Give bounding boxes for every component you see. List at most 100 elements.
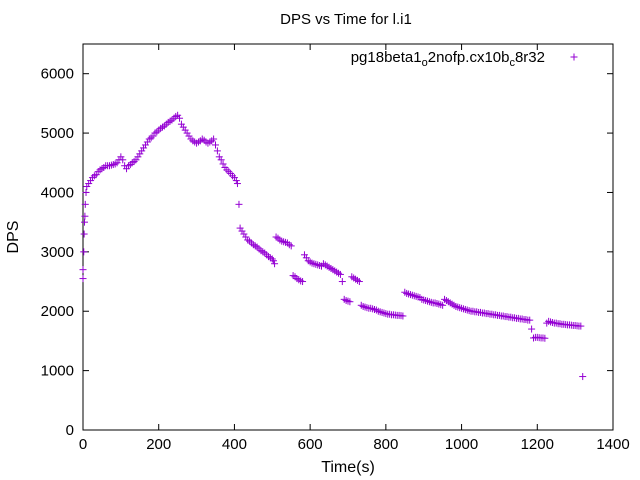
data-point [469,307,477,315]
data-point [425,298,433,306]
legend-marker [570,53,578,61]
data-point [316,262,324,270]
data-point [269,257,277,265]
data-point [344,297,352,305]
x-tick-label: 1000 [445,436,478,453]
data-point [212,141,219,149]
x-tick-label: 800 [373,436,398,453]
data-point [213,147,221,155]
data-point [545,317,553,325]
legend-sub2: c [509,57,515,69]
data-point [155,126,163,134]
data-point [552,319,560,327]
data-point [431,299,439,307]
data-point [484,310,492,318]
data-point [342,297,350,305]
y-tick-label: 5000 [41,125,74,142]
data-point [514,314,522,322]
data-point [459,305,467,313]
data-point [90,172,98,180]
data-point [495,311,503,319]
data-point [232,177,240,185]
data-point [403,289,411,297]
data-point [138,147,146,155]
data-point [439,301,447,309]
data-point [437,301,445,309]
data-point [183,129,191,137]
data-point [480,309,488,317]
data-point [300,251,308,259]
data-point [117,153,125,161]
data-point [230,174,238,182]
data-point [179,123,187,131]
data-point [255,245,263,253]
data-point [314,261,322,269]
y-tick-label: 3000 [41,244,74,261]
data-point [194,138,202,146]
data-point [200,136,208,144]
data-point [79,266,87,274]
legend-mid: 2nofp.cx10b [428,49,510,66]
data-point [246,237,254,245]
data-point [359,302,367,310]
data-point [109,161,117,169]
y-axis-label: DPS [5,221,22,254]
data-point [88,174,96,182]
data-point [289,272,297,280]
data-point [174,111,182,119]
data-point [503,313,511,321]
data-point [465,307,473,315]
data-point [251,242,259,250]
data-point [247,239,255,247]
data-point [461,305,469,313]
data-point [81,200,89,208]
data-point [225,168,233,176]
plot-frame [82,43,614,431]
data-point [126,161,134,169]
data-point [310,260,318,268]
data-point [238,227,246,235]
data-point [85,180,93,188]
data-point [151,129,159,137]
data-point [272,233,280,241]
data-point [361,303,369,311]
data-point [386,310,394,318]
data-point [80,230,88,238]
data-point [380,309,388,317]
data-point [287,242,295,250]
data-point [219,160,227,168]
data-point [87,177,95,185]
data-point [399,312,407,320]
data-point [579,373,587,381]
data-point [236,224,244,232]
x-tick-label: 600 [298,436,323,453]
x-axis-label: Time(s) [321,459,375,476]
data-point [92,171,100,179]
data-point [422,297,430,305]
data-point [149,132,157,140]
data-point [299,278,307,286]
data-point [140,144,148,152]
data-point [82,188,90,196]
legend-label: pg18beta1o2nofp.cx10bc8r32 [351,49,545,69]
data-point [556,320,564,328]
data-point [80,248,88,256]
y-tick-label: 2000 [41,303,74,320]
data-point [355,278,363,286]
x-tick-label: 1400 [596,436,629,453]
x-tick-label: 400 [222,436,247,453]
data-point [79,275,87,283]
y-tick-label: 0 [66,422,74,439]
data-point [145,135,153,143]
data-point [177,120,185,128]
data-point [488,310,496,318]
data-point [123,165,131,173]
data-point [412,292,420,300]
data-point [259,248,267,256]
y-tick-label: 1000 [41,363,74,380]
data-point [271,260,279,268]
data-point [435,300,443,308]
x-tick-label: 1200 [521,436,554,453]
legend: pg18beta1o2nofp.cx10bc8r32 [351,49,578,69]
